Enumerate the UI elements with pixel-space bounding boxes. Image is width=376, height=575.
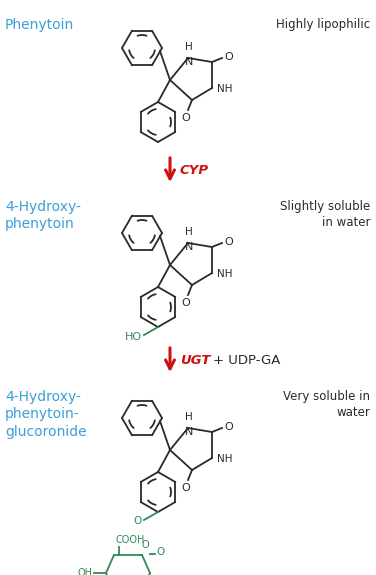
Text: UGT: UGT — [180, 354, 211, 366]
Text: OH: OH — [77, 568, 92, 575]
Text: + UDP-GA: + UDP-GA — [213, 354, 280, 366]
Text: CYP: CYP — [180, 163, 209, 177]
Text: H: H — [185, 227, 193, 237]
Text: O: O — [134, 516, 142, 526]
Text: Highly lipophilic: Highly lipophilic — [276, 18, 370, 31]
Text: 4-Hydroxy-
phenytoin-
glucoronide: 4-Hydroxy- phenytoin- glucoronide — [5, 390, 86, 439]
Text: O: O — [224, 52, 233, 62]
Text: O: O — [182, 483, 190, 493]
Text: COOH: COOH — [115, 535, 144, 545]
Text: Very soluble in
water: Very soluble in water — [283, 390, 370, 419]
Text: Phenytoin: Phenytoin — [5, 18, 74, 32]
Text: O: O — [182, 113, 190, 123]
Text: N: N — [185, 57, 193, 67]
Text: N: N — [185, 242, 193, 252]
Text: O: O — [156, 547, 164, 557]
Text: O: O — [141, 540, 149, 550]
Text: H: H — [185, 42, 193, 52]
Text: N: N — [185, 427, 193, 437]
Text: NH: NH — [217, 269, 232, 279]
Text: H: H — [185, 412, 193, 422]
Text: 4-Hydroxy-
phenytoin: 4-Hydroxy- phenytoin — [5, 200, 81, 231]
Text: O: O — [224, 237, 233, 247]
Text: O: O — [182, 298, 190, 308]
Text: NH: NH — [217, 84, 232, 94]
Text: NH: NH — [217, 454, 232, 464]
Text: HO: HO — [125, 332, 142, 342]
Text: Slightly soluble
in water: Slightly soluble in water — [280, 200, 370, 229]
Text: O: O — [224, 422, 233, 432]
